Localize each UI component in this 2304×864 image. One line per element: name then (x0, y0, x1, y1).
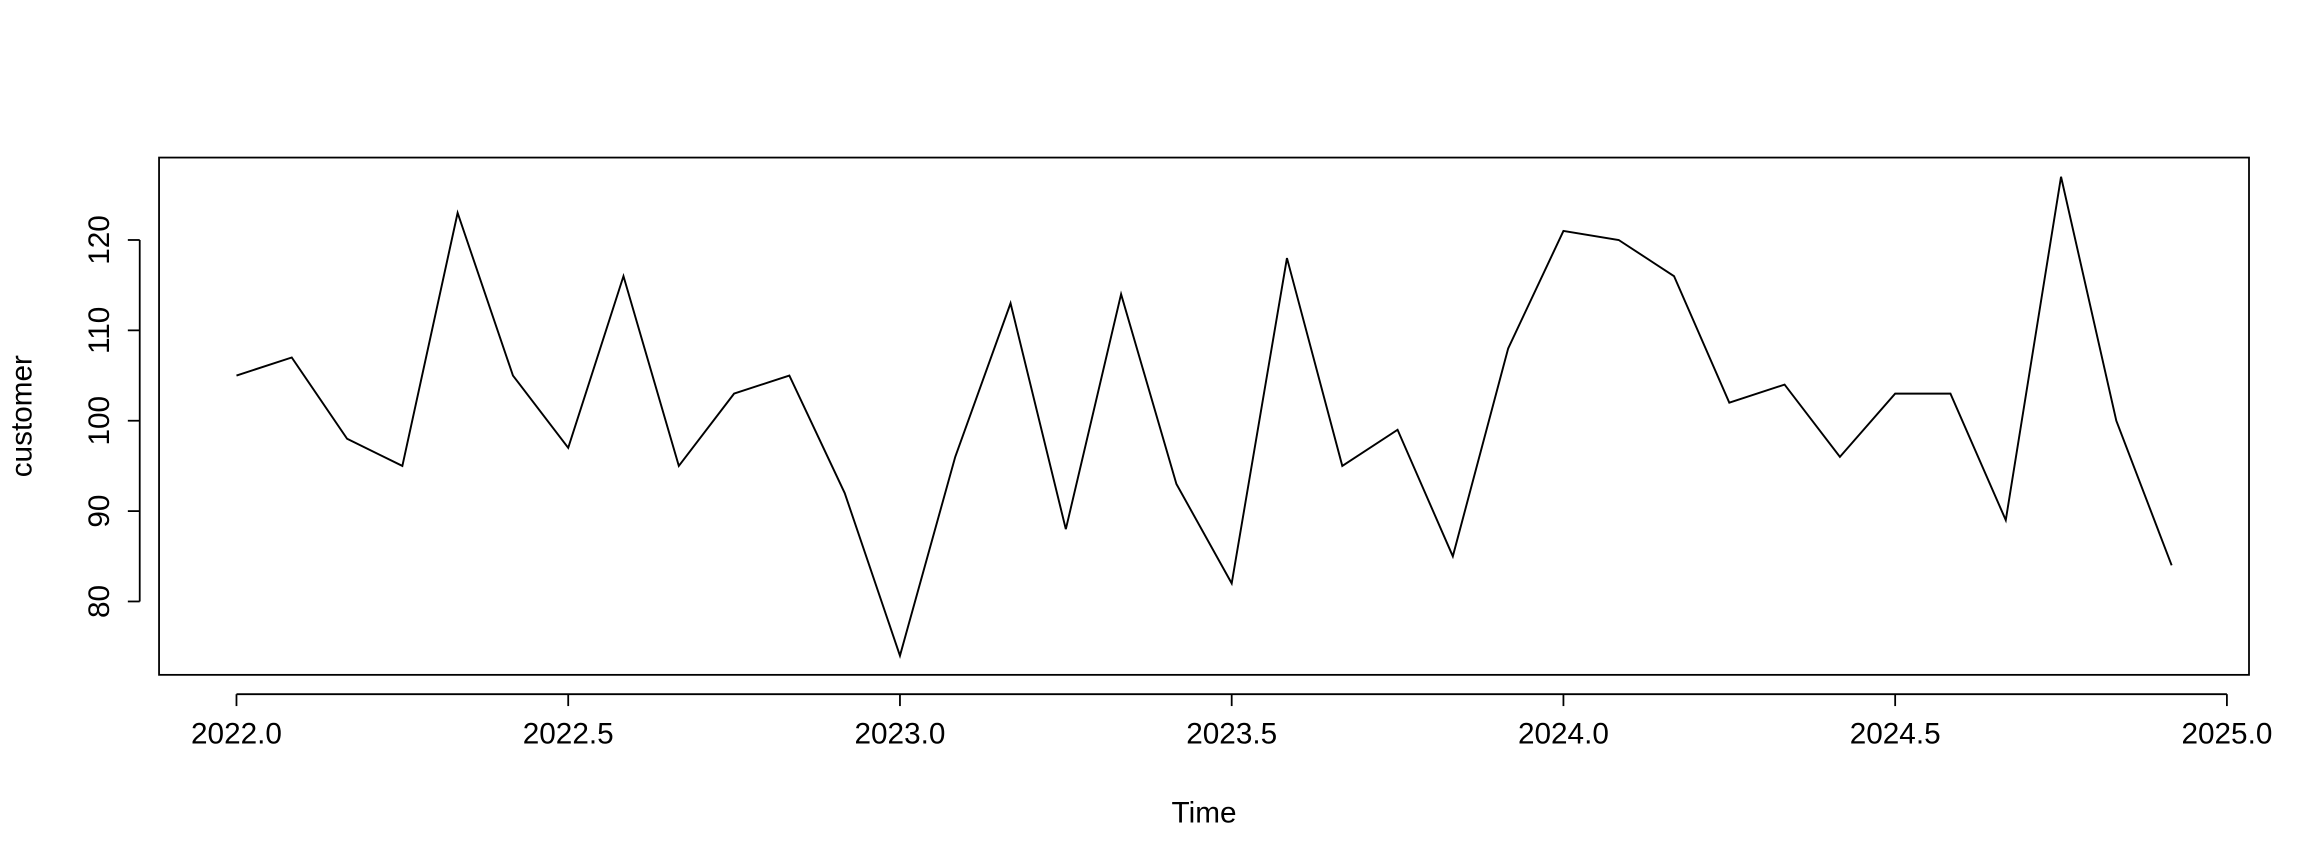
x-tick-label: 2024.0 (1518, 718, 1609, 751)
x-tick-label: 2023.0 (855, 718, 946, 751)
y-tick-label: 100 (83, 396, 116, 446)
x-tick-label: 2025.0 (2181, 718, 2272, 751)
x-tick-label: 2022.0 (191, 718, 282, 751)
x-tick-label: 2022.5 (523, 718, 614, 751)
y-tick-label: 80 (83, 585, 116, 618)
plot-box (158, 156, 2250, 676)
x-axis-label: Time (1172, 796, 1237, 829)
x-tick-label: 2024.5 (1850, 718, 1941, 751)
series-line (236, 176, 2173, 659)
x-tick-label: 2023.5 (1186, 718, 1277, 751)
y-tick-label: 90 (83, 495, 116, 528)
y-tick-label: 120 (83, 215, 116, 265)
y-axis-label: customer (6, 355, 39, 477)
y-tick-label: 110 (83, 307, 116, 354)
